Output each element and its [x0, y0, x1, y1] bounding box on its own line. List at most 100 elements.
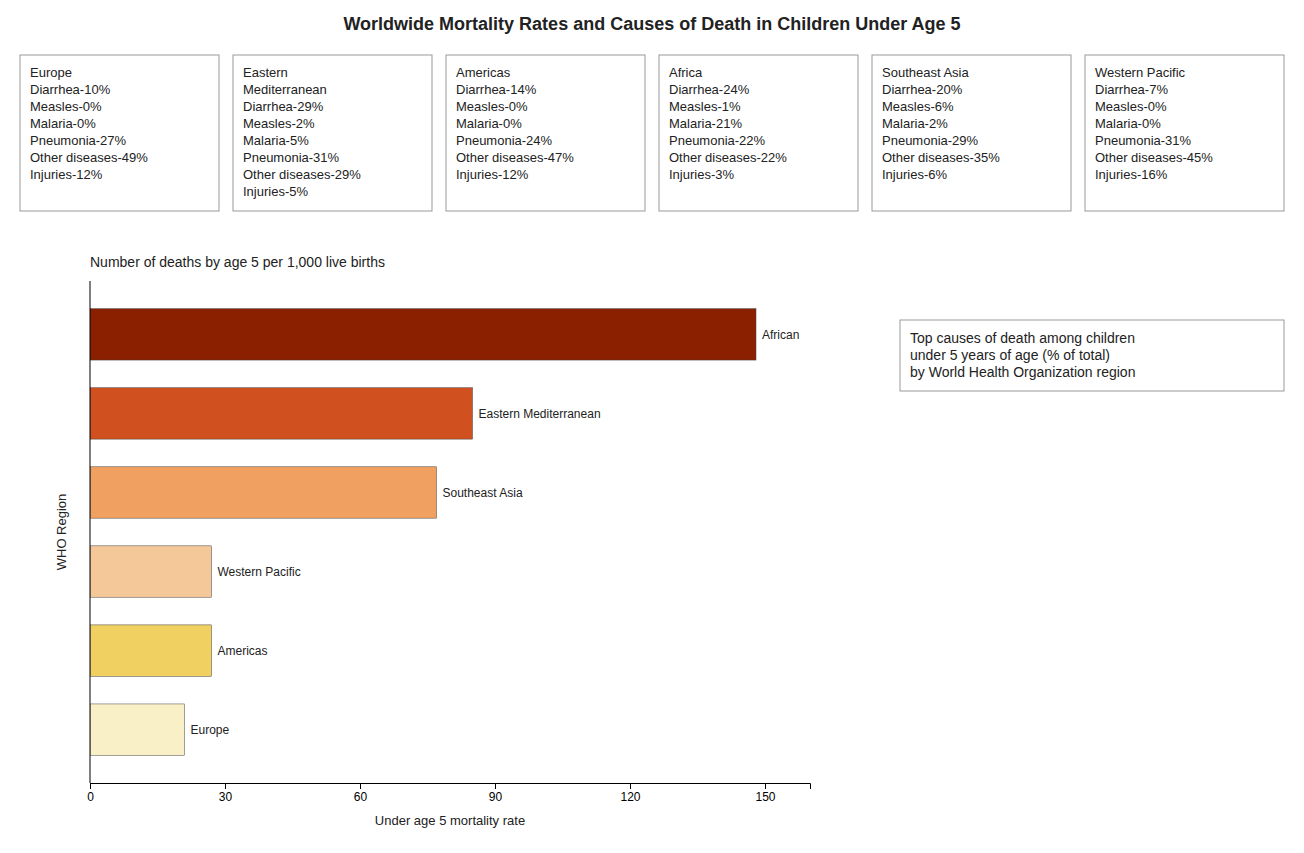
x-tick-label: 120 — [620, 790, 640, 804]
annotation-line: Pneumonia-31% — [243, 150, 340, 165]
annotation-line: Injuries-6% — [882, 167, 947, 182]
annotation-line: Measles-1% — [669, 99, 741, 114]
x-tick: 0 — [87, 783, 94, 804]
annotation-line: Malaria-0% — [30, 116, 96, 131]
annotation-line: Injuries-12% — [456, 167, 529, 182]
annotation-line: Other diseases-45% — [1095, 150, 1213, 165]
annotation-box — [446, 55, 645, 211]
annotation-line: Malaria-5% — [243, 133, 309, 148]
bar — [90, 309, 756, 360]
annotation-line: by World Health Organization region — [910, 364, 1135, 380]
annotation-line: Africa — [669, 65, 703, 80]
annotation-line: Americas — [456, 65, 511, 80]
annotation-line: Pneumonia-24% — [456, 133, 553, 148]
annotation: Africa Diarrhea-24% Measles-1% Malaria-21% P… — [669, 65, 787, 182]
x-tick-mark — [90, 783, 91, 789]
annotation: Top causes of death among childrenunder … — [910, 330, 1135, 380]
x-tick-label: 60 — [354, 790, 368, 804]
annotation-line: Pneumonia-29% — [882, 133, 979, 148]
annotation: Western Pacific Diarrhea-7% Measles-0% Mala… — [1095, 65, 1213, 182]
annotation-line: Measles-0% — [1095, 99, 1167, 114]
x-tick-mark — [630, 783, 631, 789]
annotation-line: Other diseases-29% — [243, 167, 361, 182]
subtitle: Number of deaths by age 5 per 1,000 live… — [90, 254, 385, 270]
x-axis: 0 30 60 90 120 150 — [87, 783, 810, 804]
annotation-line: Other diseases-49% — [30, 150, 148, 165]
category-labels: Europe Americas Western Pacific Southeast A… — [191, 328, 800, 737]
annotation-line: Western Pacific — [1095, 65, 1186, 80]
annotation-line: Diarrhea-14% — [456, 82, 537, 97]
category-label: Southeast Asia — [443, 486, 523, 500]
annotation-line: Pneumonia-22% — [669, 133, 766, 148]
annotation-line: Injuries-16% — [1095, 167, 1168, 182]
bar — [90, 546, 212, 597]
x-tick-mark — [360, 783, 361, 789]
annotation-line: Diarrhea-7% — [1095, 82, 1168, 97]
annotation-box — [20, 55, 219, 211]
annotation-line: Malaria-2% — [882, 116, 948, 131]
annotation-box — [900, 320, 1284, 391]
annotation-line: Other diseases-22% — [669, 150, 787, 165]
annotation-line: Eastern — [243, 65, 288, 80]
annotation-line: Other diseases-47% — [456, 150, 574, 165]
annotation-line: Measles-2% — [243, 116, 315, 131]
category-label: Western Pacific — [218, 565, 301, 579]
annotation-line: Injuries-3% — [669, 167, 734, 182]
annotation-box — [1085, 55, 1284, 211]
annotation-line: Other diseases-35% — [882, 150, 1000, 165]
annotation-line: Malaria-21% — [669, 116, 742, 131]
annotation-line: Measles-0% — [456, 99, 528, 114]
category-label: Americas — [218, 644, 268, 658]
annotation-line: Measles-6% — [882, 99, 954, 114]
annotation-line: Diarrhea-29% — [243, 99, 324, 114]
annotation-line: Diarrhea-24% — [669, 82, 750, 97]
bars — [90, 309, 756, 756]
annotation-line: Measles-0% — [30, 99, 102, 114]
title: Worldwide Mortality Rates and Causes of … — [343, 14, 960, 34]
annotation-line: Southeast Asia — [882, 65, 969, 80]
annotation-line: Malaria-0% — [456, 116, 522, 131]
annotation-line: Malaria-0% — [1095, 116, 1161, 131]
chart: Worldwide Mortality Rates and Causes of … — [0, 0, 1304, 853]
x-tick-mark — [225, 783, 226, 789]
bar — [90, 467, 437, 518]
x-tick: 30 — [219, 783, 233, 804]
annotation-line: under 5 years of age (% of total) — [910, 347, 1110, 363]
annotation-line: Diarrhea-10% — [30, 82, 111, 97]
annotation: Eastern Mediterranean Diarrhea-29% Measles-… — [243, 65, 361, 199]
annotation-line: Diarrhea-20% — [882, 82, 963, 97]
annotation: Americas Diarrhea-14% Measles-0% Malaria-0%… — [456, 65, 574, 182]
x-tick: 60 — [354, 783, 368, 804]
x-tick-label: 30 — [219, 790, 233, 804]
bar — [90, 704, 185, 755]
bar-chart: Europe Americas Western Pacific Southeast A… — [54, 281, 811, 828]
annotation-line: Top causes of death among children — [910, 330, 1135, 346]
y-axis-line — [90, 281, 91, 783]
category-label: Eastern Mediterranean — [479, 407, 601, 421]
annotation-line: Pneumonia-31% — [1095, 133, 1192, 148]
x-axis-title: Under age 5 mortality rate — [375, 813, 525, 828]
x-tick-label: 90 — [489, 790, 503, 804]
annotation-box — [659, 55, 858, 211]
y-axis-title: WHO Region — [54, 494, 69, 571]
annotation-box — [233, 55, 432, 211]
annotation-line: Mediterranean — [243, 82, 327, 97]
x-axis-line — [91, 784, 811, 790]
x-tick-mark — [495, 783, 496, 789]
annotation-line: Injuries-5% — [243, 184, 308, 199]
annotation: Southeast Asia Diarrhea-20% Measles-6% Mala… — [882, 65, 1000, 182]
x-tick-label: 0 — [87, 790, 94, 804]
x-tick: 120 — [620, 783, 640, 804]
x-tick-label: 150 — [755, 790, 775, 804]
x-tick: 150 — [755, 783, 775, 804]
annotation: EuropeDiarrhea-10%Measles-0%Malaria-0%Pn… — [30, 65, 148, 182]
bar — [90, 625, 212, 676]
category-label: Europe — [191, 723, 230, 737]
annotation-line: Injuries-12% — [30, 167, 103, 182]
x-tick-mark — [765, 783, 766, 789]
x-tick: 90 — [489, 783, 503, 804]
category-label: African — [762, 328, 799, 342]
annotation-box — [872, 55, 1071, 211]
bar — [90, 388, 473, 439]
annotation-line: Europe — [30, 65, 72, 80]
